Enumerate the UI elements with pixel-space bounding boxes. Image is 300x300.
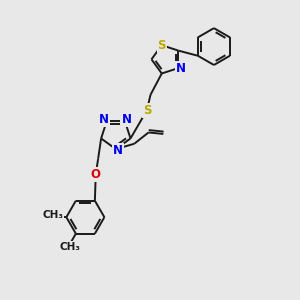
Text: N: N [113, 144, 123, 157]
Text: N: N [176, 61, 186, 75]
Text: N: N [122, 113, 131, 126]
Text: CH₃: CH₃ [43, 210, 64, 220]
Text: O: O [91, 168, 101, 181]
Text: S: S [158, 39, 166, 52]
Text: CH₃: CH₃ [59, 242, 80, 252]
Text: N: N [99, 113, 110, 126]
Text: S: S [142, 104, 151, 117]
